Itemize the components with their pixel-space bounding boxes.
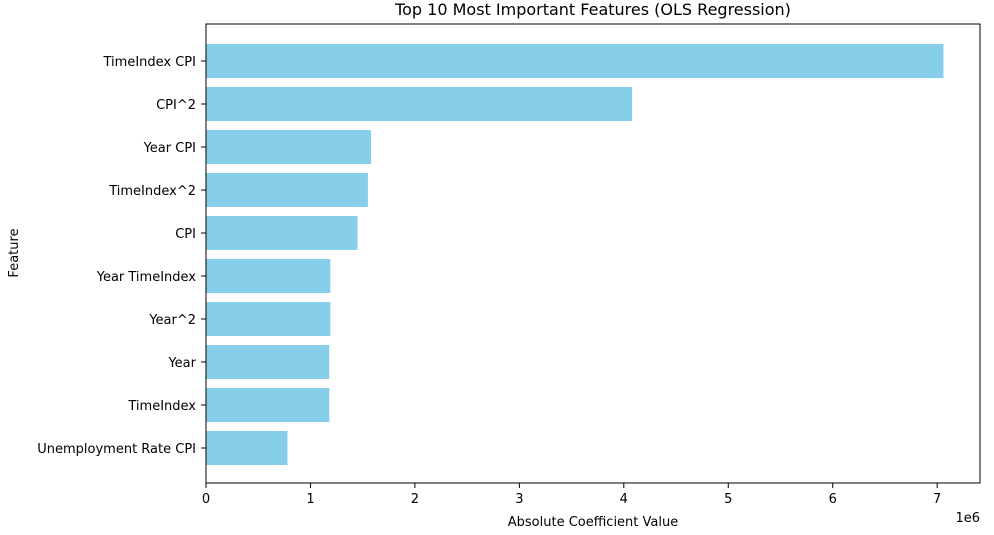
y-tick-label: Year TimeIndex xyxy=(96,270,197,285)
plot-frame xyxy=(205,23,981,484)
bar xyxy=(206,259,331,293)
x-tick-label: 2 xyxy=(411,492,419,507)
y-tick-label: TimeIndex xyxy=(127,399,196,414)
y-tick-label: Year xyxy=(167,356,196,371)
y-tick-label: CPI^2 xyxy=(156,98,196,113)
bar xyxy=(206,44,944,78)
chart-title: Top 10 Most Important Features (OLS Regr… xyxy=(394,0,791,19)
bar xyxy=(206,431,288,465)
bar xyxy=(206,345,330,379)
bar xyxy=(206,216,358,250)
x-tick-label: 4 xyxy=(620,492,628,507)
y-tick-label: Year CPI xyxy=(143,141,196,156)
y-tick-label: Year^2 xyxy=(148,313,196,328)
bar xyxy=(206,130,372,164)
x-axis: 0 1 2 3 4 5 6 7 xyxy=(202,483,941,507)
x-tick-label: 7 xyxy=(933,492,941,507)
x-tick-label: 3 xyxy=(515,492,523,507)
x-axis-label: Absolute Coefficient Value xyxy=(508,515,678,530)
y-axis: TimeIndex CPI CPI^2 Year CPI TimeIndex^2 CPI… xyxy=(37,55,206,457)
y-tick-label: TimeIndex^2 xyxy=(108,184,196,199)
x-scale-label: 1e6 xyxy=(955,511,980,526)
y-tick-label: TimeIndex CPI xyxy=(103,55,197,70)
bar xyxy=(206,173,368,207)
bar xyxy=(206,87,633,121)
bar xyxy=(206,388,330,422)
x-tick-label: 1 xyxy=(306,492,314,507)
x-tick-label: 0 xyxy=(202,492,210,507)
bar xyxy=(206,302,331,336)
y-axis-label: Feature xyxy=(7,228,22,277)
x-tick-label: 5 xyxy=(724,492,732,507)
y-tick-label: CPI xyxy=(175,227,196,242)
y-tick-label: Unemployment Rate CPI xyxy=(37,442,196,457)
x-tick-label: 6 xyxy=(829,492,837,507)
bars-group xyxy=(206,44,944,465)
